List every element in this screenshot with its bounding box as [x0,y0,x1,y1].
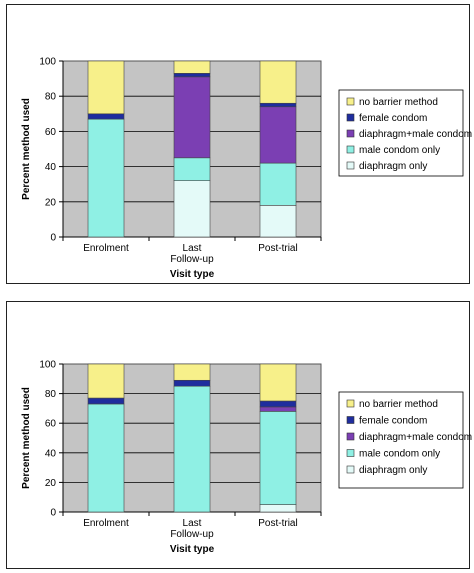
legend-label-female-condom: female condom [359,416,427,427]
bar-segment-no-barrier-method [173,60,211,74]
legend-box [338,391,464,489]
y-tick-label: 100 [39,360,56,371]
bar-segment-female-condom [259,102,297,108]
y-tick-label: 80 [45,389,57,400]
legend-box [338,89,464,177]
y-tick-label: 0 [50,508,56,519]
x-tick-label: Last Follow-up [170,243,214,265]
legend-swatch-no-barrier-method [346,97,355,106]
bar-segment-diaphragm-only [259,205,297,238]
bar-segment-no-barrier-method [87,60,125,115]
legend-label-male-condom-only: male condom only [359,145,440,156]
bar-segment-diaphragm-male-condom [259,406,297,412]
y-tick-label: 60 [45,127,57,138]
bar-segment-diaphragm-male-condom [259,106,297,164]
legend-swatch-diaphragm-only [346,161,355,170]
legend-swatch-female-condom [346,416,355,424]
legend-label-female-condom: female condom [359,113,427,124]
y-tick-label: 100 [39,57,56,68]
bar-segment-female-condom [259,400,297,408]
y-tick-label: 80 [45,92,57,103]
bar-segment-no-barrier-method [87,363,125,399]
x-tick-label: Last Follow-up [170,518,214,540]
bar-segment-male-condom-only [173,157,211,181]
bar-segment-female-condom [173,73,211,78]
legend-label-diaphragm-only: diaphragm only [359,161,427,172]
legend-swatch-diaphragm-male-condom [346,432,355,441]
legend: no barrier method female condom diaphragm+… [338,89,472,177]
bar-segment-female-condom [173,379,211,387]
y-tick-label: 0 [50,233,56,244]
y-tick-label: 60 [45,419,57,430]
legend-label-no-barrier-method: no barrier method [359,399,438,410]
y-tick-label: 40 [45,162,57,173]
legend-swatch-no-barrier-method [346,399,355,408]
legend-label-no-barrier-method: no barrier method [359,97,438,108]
bar-segment-no-barrier-method [259,60,297,104]
y-tick-label: 20 [45,197,57,208]
legend-label-male-condom-only: male condom only [359,449,440,460]
legend-swatch-male-condom-only [346,449,355,457]
x-tick-label: Enrolment [83,518,129,529]
bar-segment-female-condom [87,397,125,405]
bar-segment-female-condom [87,113,125,120]
chart-svg-bottom: 0 20 40 60 80 100 Enrolment Last Follow-up Post-t… [21,360,472,556]
chart-panel-top: 0 20 40 60 80 100 Enrolment Last Follow-up Post-t… [6,4,472,284]
y-axis-title: Percent method used [21,387,32,489]
legend-label-diaphragm-only: diaphragm only [359,465,427,476]
bar-segment-male-condom-only [87,118,125,238]
bar-segment-no-barrier-method [173,363,211,381]
legend-label-diaphragm-male-condom: diaphragm+male condom [359,129,472,140]
x-axis-title: Visit type [170,269,215,280]
x-tick-label: Post-trial [258,518,297,529]
bar-segment-no-barrier-method [259,363,297,402]
bar-segment-male-condom-only [173,385,211,513]
x-tick-label: Post-trial [258,243,297,254]
legend-swatch-female-condom [346,113,355,122]
legend-swatch-diaphragm-male-condom [346,129,355,138]
bar-segment-male-condom-only [259,411,297,505]
bar-segment-diaphragm-only [173,180,211,238]
legend: no barrier method female condom diaphragm+… [338,391,472,489]
chart-panel-bottom: 0 20 40 60 80 100 Enrolment Last Follow-up Post-t… [6,301,472,569]
bar-segment-diaphragm-only [259,504,297,513]
bar-segment-male-condom-only [259,162,297,206]
y-tick-label: 20 [45,478,57,489]
y-tick-label: 40 [45,448,57,459]
chart-svg-top: 0 20 40 60 80 100 Enrolment Last Follow-up Post-t… [21,57,472,281]
bar-segment-male-condom-only [87,403,125,513]
legend-swatch-male-condom-only [346,145,355,154]
legend-label-diaphragm-male-condom: diaphragm+male condom [359,432,472,443]
x-tick-label: Enrolment [83,243,129,254]
bar-segment-diaphragm-male-condom [173,76,211,159]
x-axis-title: Visit type [170,544,215,555]
legend-swatch-diaphragm-only [346,465,355,474]
y-axis-title: Percent method used [21,98,32,200]
